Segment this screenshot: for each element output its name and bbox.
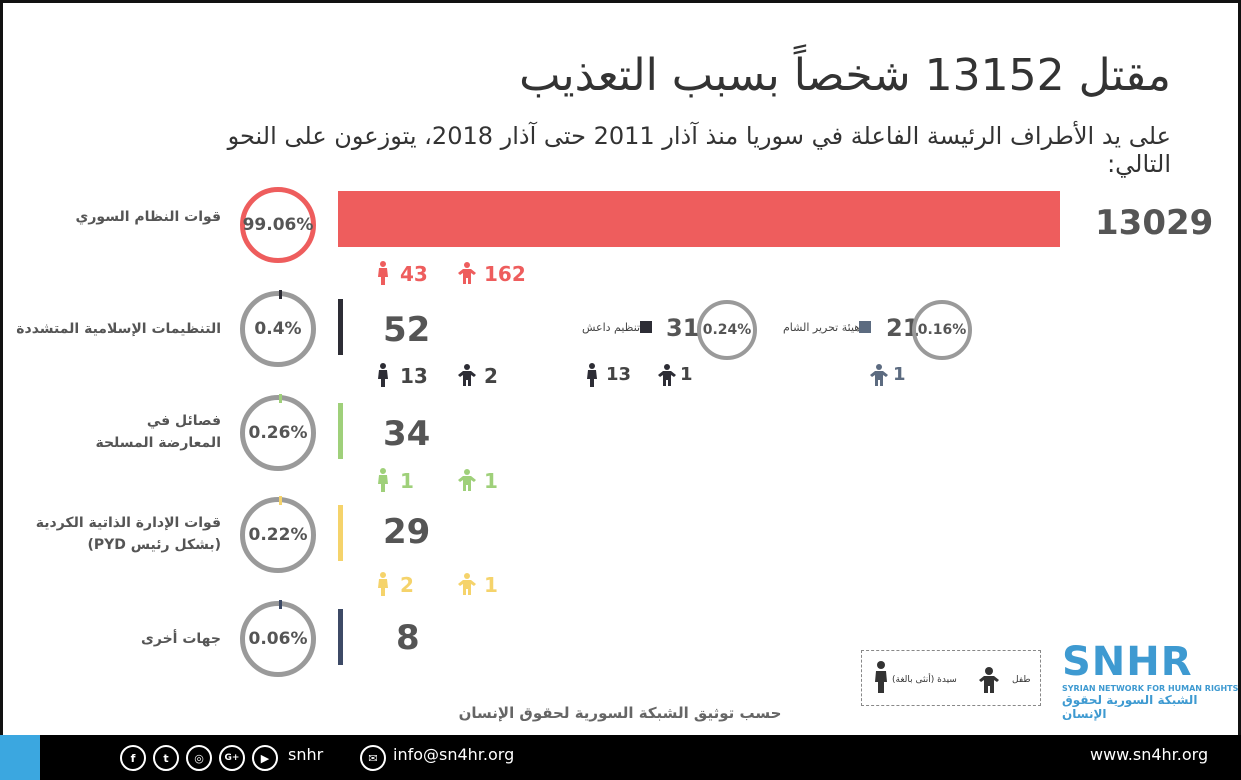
bar-opposition bbox=[338, 403, 343, 459]
row-label-others: جهات أخرى bbox=[141, 631, 221, 647]
women-count-opposition: 1 bbox=[400, 469, 414, 493]
percent-tick-opposition bbox=[279, 394, 282, 403]
bar-regime bbox=[338, 191, 1060, 247]
child-icon bbox=[458, 262, 476, 284]
row-label-kurdish-line1: قوات الإدارة الذاتية الكردية bbox=[35, 515, 221, 531]
isis-percent-label: 0.24% bbox=[702, 322, 752, 338]
children-count-opposition: 1 bbox=[484, 469, 498, 493]
child-icon bbox=[458, 469, 476, 491]
percent-tick-kurdish bbox=[279, 496, 282, 505]
bar-others bbox=[338, 609, 343, 665]
logo-arabic: الشبكة السورية لحقوق الإنسان bbox=[1062, 693, 1198, 721]
percent-label-kurdish: 0.22% bbox=[248, 525, 308, 545]
percent-ring-kurdish: 0.22% bbox=[240, 496, 316, 573]
women-count-kurdish: 2 bbox=[400, 573, 414, 597]
hts-children-count: 1 bbox=[893, 364, 906, 385]
row-label-kurdish-line2: (بشكل رئيس PYD) bbox=[87, 537, 221, 553]
youtube-icon[interactable]: ▶ bbox=[252, 745, 278, 771]
woman-icon bbox=[378, 468, 388, 492]
email-icon: ✉ bbox=[360, 745, 386, 771]
hts-legend-square bbox=[859, 321, 871, 333]
source-note: حسب توثيق الشبكة السورية لحقوق الإنسان bbox=[458, 704, 782, 722]
row-label-kurdish: قوات الإدارة الذاتية الكردية (بشكل رئيس P… bbox=[1, 512, 221, 556]
isis-children-count: 1 bbox=[680, 364, 693, 385]
row-label-regime: قوات النظام السوري bbox=[75, 209, 221, 225]
isis-legend-square bbox=[640, 321, 652, 333]
percent-ring-regime: 99.06% bbox=[240, 187, 316, 263]
child-icon bbox=[870, 364, 888, 386]
legend-child-label: طفل bbox=[1012, 675, 1031, 685]
percent-label-opposition: 0.26% bbox=[248, 423, 308, 443]
percent-label-others: 0.06% bbox=[248, 629, 308, 649]
woman-icon bbox=[587, 363, 597, 387]
bar-extremist bbox=[338, 299, 343, 355]
page-subtitle: على يد الأطراف الرئيسة الفاعلة في سوريا … bbox=[227, 122, 1171, 178]
percent-ring-others: 0.06% bbox=[240, 600, 316, 677]
legend-box: سيدة (أنثى بالغة) طفل bbox=[861, 650, 1041, 706]
woman-icon bbox=[875, 661, 887, 693]
footer-handle[interactable]: snhr bbox=[288, 745, 324, 764]
value-opposition: 34 bbox=[383, 414, 431, 454]
row-label-opposition-line2: المعارضة المسلحة bbox=[95, 435, 221, 451]
child-icon bbox=[979, 667, 999, 693]
women-count-extremist: 13 bbox=[400, 364, 428, 388]
page-title: مقتل 13152 شخصاً بسبب التعذيب bbox=[519, 50, 1171, 101]
isis-women-count: 13 bbox=[606, 364, 632, 385]
percent-ring-extremist: 0.4% bbox=[240, 290, 316, 367]
value-regime: 13029 bbox=[1095, 203, 1214, 243]
percent-label-extremist: 0.4% bbox=[254, 319, 302, 339]
children-count-extremist: 2 bbox=[484, 364, 498, 388]
woman-icon bbox=[378, 261, 388, 285]
facebook-icon[interactable]: f bbox=[120, 745, 146, 771]
footer-accent bbox=[0, 735, 40, 780]
child-icon bbox=[658, 364, 676, 386]
isis-label: تنظيم داعش bbox=[582, 321, 641, 334]
bar-kurdish bbox=[338, 505, 343, 561]
instagram-icon[interactable]: ◎ bbox=[186, 745, 212, 771]
logo-name: SNHR bbox=[1062, 639, 1193, 685]
snhr-logo: SNHR SYRIAN NETWORK FOR HUMAN RIGHTS الش… bbox=[1062, 639, 1239, 721]
value-others: 8 bbox=[396, 618, 420, 658]
percent-ring-opposition: 0.26% bbox=[240, 394, 316, 471]
percent-tick-extremist bbox=[279, 290, 282, 299]
value-extremist: 52 bbox=[383, 310, 431, 350]
isis-percent-ring: 0.24% bbox=[697, 300, 757, 360]
child-icon bbox=[458, 573, 476, 595]
hts-percent-ring: 0.16% bbox=[912, 300, 972, 360]
footer-website[interactable]: www.sn4hr.org bbox=[1090, 745, 1209, 764]
women-count-regime: 43 bbox=[400, 262, 428, 286]
legend-woman-label: سيدة (أنثى بالغة) bbox=[892, 675, 957, 685]
percent-tick-others bbox=[279, 600, 282, 609]
row-label-opposition: فصائل في المعارضة المسلحة bbox=[21, 410, 221, 454]
logo-english: SYRIAN NETWORK FOR HUMAN RIGHTS bbox=[1062, 684, 1239, 693]
isis-value: 31 bbox=[666, 314, 700, 342]
woman-icon bbox=[378, 363, 388, 387]
google-plus-icon[interactable]: G+ bbox=[219, 745, 245, 771]
woman-icon bbox=[378, 572, 388, 596]
children-count-kurdish: 1 bbox=[484, 573, 498, 597]
children-count-regime: 162 bbox=[484, 262, 526, 286]
footer-email[interactable]: info@sn4hr.org bbox=[393, 745, 515, 764]
hts-percent-label: 0.16% bbox=[917, 322, 967, 338]
footer-bar: f t ◎ G+ ▶ snhr ✉ info@sn4hr.org www.sn4… bbox=[0, 735, 1241, 780]
percent-label-regime: 99.06% bbox=[242, 215, 314, 235]
row-label-extremist: التنظيمات الإسلامية المتشددة bbox=[16, 321, 221, 337]
twitter-icon[interactable]: t bbox=[153, 745, 179, 771]
hts-label: هيئة تحرير الشام bbox=[783, 321, 861, 334]
row-label-opposition-line1: فصائل في bbox=[146, 413, 221, 429]
child-icon bbox=[458, 364, 476, 386]
value-kurdish: 29 bbox=[383, 512, 431, 552]
